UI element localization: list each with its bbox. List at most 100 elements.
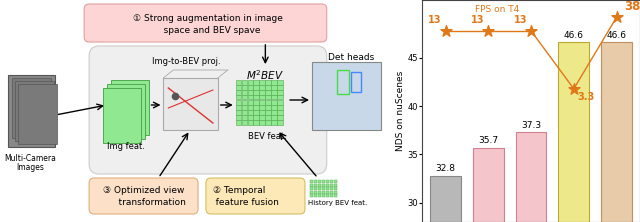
Bar bbox=[271, 100, 276, 105]
Bar bbox=[253, 95, 259, 99]
Text: feature fusion: feature fusion bbox=[207, 198, 278, 207]
Bar bbox=[259, 80, 265, 85]
Bar bbox=[103, 88, 141, 143]
Bar bbox=[253, 105, 259, 109]
Bar bbox=[277, 105, 283, 109]
Bar bbox=[330, 190, 333, 194]
Text: space and BEV spave: space and BEV spave bbox=[155, 26, 260, 35]
Bar bbox=[248, 90, 253, 95]
Text: 46.6: 46.6 bbox=[607, 31, 627, 40]
Bar bbox=[322, 187, 325, 190]
Bar bbox=[259, 120, 265, 125]
Text: FPS on T4: FPS on T4 bbox=[475, 4, 519, 14]
Bar bbox=[337, 70, 349, 94]
Bar bbox=[601, 42, 632, 222]
Bar bbox=[248, 120, 253, 125]
Text: 13: 13 bbox=[428, 15, 442, 25]
Bar bbox=[312, 62, 381, 130]
Bar bbox=[333, 187, 337, 190]
Text: ③ Optimized view: ③ Optimized view bbox=[103, 186, 184, 195]
Bar bbox=[326, 194, 330, 197]
Bar bbox=[248, 100, 253, 105]
Bar bbox=[259, 85, 265, 89]
Bar bbox=[277, 110, 283, 115]
Bar bbox=[559, 42, 589, 222]
Bar bbox=[333, 180, 337, 183]
Bar bbox=[253, 85, 259, 89]
Bar bbox=[266, 95, 271, 99]
Bar bbox=[241, 115, 247, 119]
Bar bbox=[314, 187, 317, 190]
Bar bbox=[326, 180, 330, 183]
Bar bbox=[241, 80, 247, 85]
Bar bbox=[253, 80, 259, 85]
Bar bbox=[241, 120, 247, 125]
Bar bbox=[241, 105, 247, 109]
Bar bbox=[326, 184, 330, 187]
FancyBboxPatch shape bbox=[89, 178, 198, 214]
Bar bbox=[236, 120, 241, 125]
Bar bbox=[266, 90, 271, 95]
Bar bbox=[241, 95, 247, 99]
Bar bbox=[333, 190, 337, 194]
Text: 32.8: 32.8 bbox=[436, 164, 456, 173]
Bar bbox=[266, 120, 271, 125]
Bar bbox=[271, 115, 276, 119]
Point bbox=[440, 29, 451, 33]
Bar bbox=[277, 85, 283, 89]
Bar bbox=[277, 115, 283, 119]
Bar bbox=[314, 180, 317, 183]
Point bbox=[611, 16, 621, 19]
Bar bbox=[333, 194, 337, 197]
Text: 13: 13 bbox=[514, 15, 527, 25]
Bar bbox=[248, 105, 253, 109]
Bar bbox=[18, 84, 58, 144]
Bar bbox=[259, 90, 265, 95]
Bar bbox=[516, 132, 547, 222]
Bar bbox=[318, 184, 321, 187]
Bar bbox=[277, 100, 283, 105]
Bar bbox=[248, 95, 253, 99]
Bar bbox=[314, 184, 317, 187]
Bar bbox=[266, 80, 271, 85]
Point bbox=[170, 94, 180, 98]
Bar bbox=[330, 194, 333, 197]
Bar bbox=[271, 90, 276, 95]
Bar bbox=[330, 184, 333, 187]
Bar bbox=[271, 95, 276, 99]
Bar bbox=[314, 190, 317, 194]
Bar bbox=[473, 148, 504, 222]
Bar bbox=[330, 187, 333, 190]
Point bbox=[569, 87, 579, 91]
Bar bbox=[333, 184, 337, 187]
Text: Det heads: Det heads bbox=[328, 53, 374, 62]
Bar bbox=[277, 95, 283, 99]
Bar bbox=[318, 194, 321, 197]
Text: Multi-Camera: Multi-Camera bbox=[4, 154, 56, 163]
Bar bbox=[236, 95, 241, 99]
Y-axis label: NDS on nuScenes: NDS on nuScenes bbox=[396, 71, 404, 151]
Text: ① Strong augmentation in image: ① Strong augmentation in image bbox=[133, 14, 283, 23]
Text: transformation: transformation bbox=[107, 198, 186, 207]
Bar bbox=[248, 80, 253, 85]
Bar bbox=[322, 180, 325, 183]
Text: Img-to-BEV proj.: Img-to-BEV proj. bbox=[152, 57, 220, 66]
Bar bbox=[163, 78, 218, 130]
Bar bbox=[253, 100, 259, 105]
Bar bbox=[241, 110, 247, 115]
Bar bbox=[266, 105, 271, 109]
Bar bbox=[236, 100, 241, 105]
Bar bbox=[259, 95, 265, 99]
Bar bbox=[259, 115, 265, 119]
Bar bbox=[326, 187, 330, 190]
Bar bbox=[236, 80, 241, 85]
FancyBboxPatch shape bbox=[89, 46, 327, 174]
FancyBboxPatch shape bbox=[84, 4, 327, 42]
Bar bbox=[266, 110, 271, 115]
Bar bbox=[271, 80, 276, 85]
Bar bbox=[253, 110, 259, 115]
Bar bbox=[266, 100, 271, 105]
Text: Img feat.: Img feat. bbox=[107, 142, 145, 151]
Bar bbox=[318, 190, 321, 194]
Text: 13: 13 bbox=[471, 15, 484, 25]
